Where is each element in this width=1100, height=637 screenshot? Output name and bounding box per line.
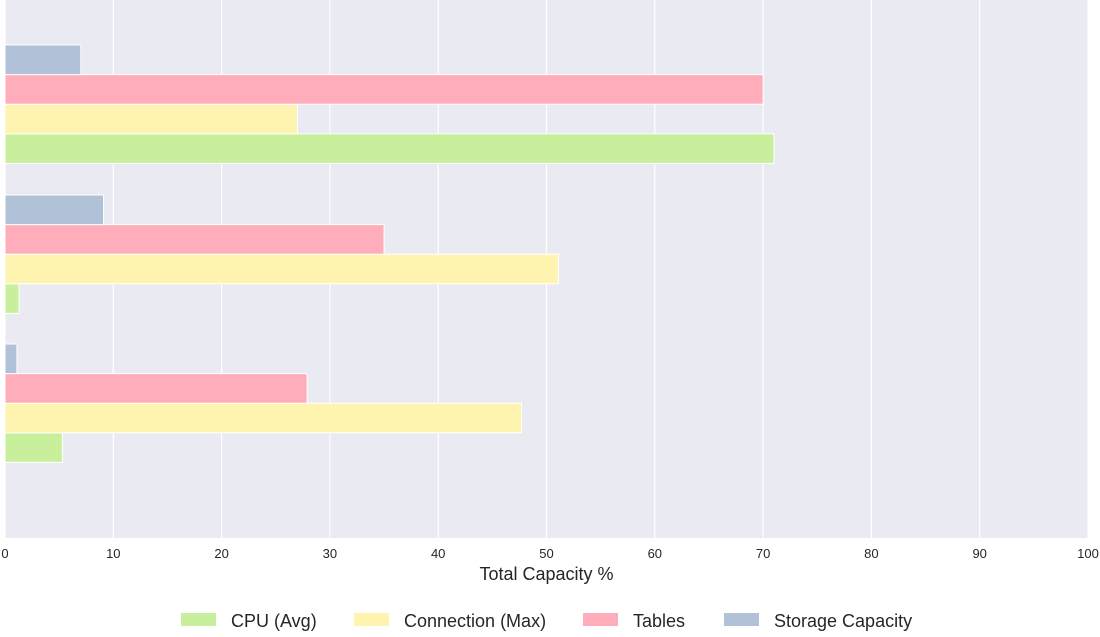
- legend-swatch: [354, 613, 389, 626]
- x-tick-label: 10: [106, 546, 120, 561]
- legend-swatch: [583, 613, 618, 626]
- bar-tables: [4, 373, 308, 404]
- x-tick-label: 60: [648, 546, 662, 561]
- bar-storage-capacity: [4, 194, 105, 226]
- legend-swatch: [724, 613, 759, 626]
- x-tick-labels: 0 10 20 30 40 50 60 70 80 90 100: [1, 546, 1098, 561]
- legend-swatch: [181, 613, 216, 626]
- bar-tables: [4, 74, 764, 105]
- bars: [4, 44, 775, 463]
- bar-storage-capacity: [4, 44, 82, 76]
- x-tick-label: 100: [1077, 546, 1099, 561]
- legend-label: Connection (Max): [404, 611, 546, 631]
- bar-cpu-avg: [4, 133, 775, 164]
- x-tick-label: 90: [972, 546, 986, 561]
- x-tick-label: 70: [756, 546, 770, 561]
- bar-tables: [4, 224, 385, 255]
- legend-label: Tables: [633, 611, 685, 631]
- legend: CPU (Avg) Connection (Max) Tables Storage C…: [181, 611, 912, 631]
- x-tick-label: 30: [323, 546, 337, 561]
- bar-cpu-avg: [4, 432, 63, 463]
- bar-connection-max: [4, 402, 523, 434]
- legend-label: CPU (Avg): [231, 611, 317, 631]
- x-tick-label: 20: [214, 546, 228, 561]
- bar-cpu-avg: [4, 283, 20, 314]
- bar-connection-max: [4, 253, 559, 285]
- legend-label: Storage Capacity: [774, 611, 912, 631]
- x-tick-label: 40: [431, 546, 445, 561]
- x-tick-label: 0: [1, 546, 8, 561]
- bar-storage-capacity: [4, 343, 18, 375]
- bar-connection-max: [4, 103, 298, 135]
- x-axis-title: Total Capacity %: [479, 564, 613, 584]
- x-tick-label: 50: [539, 546, 553, 561]
- x-tick-label: 80: [864, 546, 878, 561]
